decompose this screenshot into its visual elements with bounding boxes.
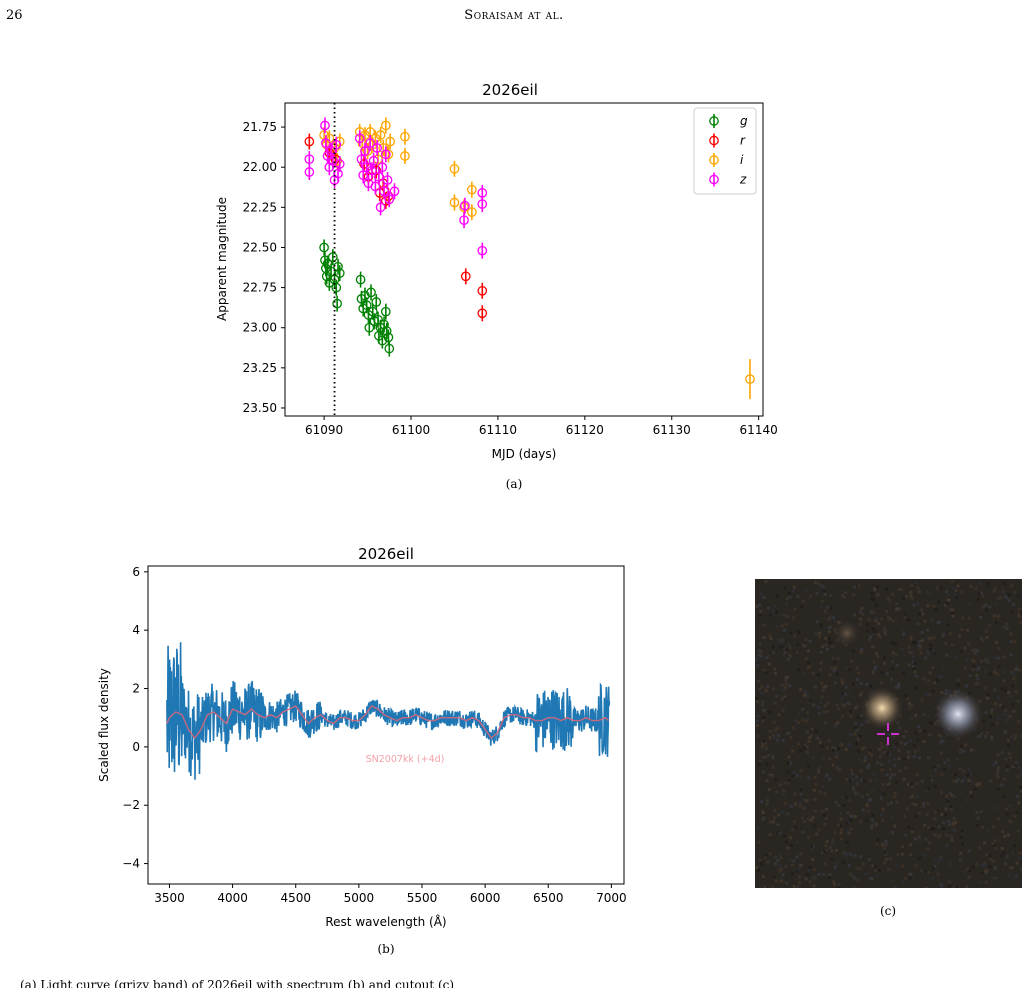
data-point-z xyxy=(460,212,468,228)
host-galaxy-cutout xyxy=(755,579,1022,888)
data-point-g xyxy=(382,304,390,320)
y-tick-label: 4 xyxy=(132,623,140,637)
body-text-fragment: (a) Light curve (grizy band) of 2026eil … xyxy=(0,978,1028,988)
x-tick-label: 61120 xyxy=(566,423,604,437)
data-point-i xyxy=(401,129,409,145)
data-point-i xyxy=(401,148,409,164)
legend-label: g xyxy=(740,114,748,128)
x-axis-label: MJD (days) xyxy=(492,447,557,461)
plot-frame xyxy=(285,103,763,416)
data-point-z xyxy=(376,199,384,215)
y-tick-label: 22.50 xyxy=(243,240,277,254)
host-galaxy xyxy=(860,686,904,730)
data-point-g xyxy=(333,296,341,312)
data-point-i xyxy=(450,161,458,177)
data-point-r xyxy=(305,134,313,150)
spectrum-chart: 2026eil 3500 4000 4500 5000 5500 6000 6500 7000… xyxy=(0,540,700,960)
x-axis-label: Rest wavelength (Å) xyxy=(325,914,446,929)
caption-a: (a) xyxy=(474,477,554,491)
y-tick-label: −4 xyxy=(122,857,140,871)
data-point-z xyxy=(390,183,398,199)
y-tick-label: 22.75 xyxy=(243,281,277,295)
data-point-i xyxy=(468,182,476,198)
y-tick-label: 23.50 xyxy=(243,401,277,415)
data-point-i xyxy=(746,359,754,399)
x-tick-label: 6000 xyxy=(470,891,501,905)
x-tick-label: 61090 xyxy=(305,423,343,437)
y-axis-label: Scaled flux density xyxy=(97,668,111,782)
x-tick-label: 5000 xyxy=(344,891,375,905)
y-axis-label: Apparent magnitude xyxy=(215,197,229,321)
chart-title: 2026eil xyxy=(482,81,538,99)
data-point-z xyxy=(305,164,313,180)
y-tick-label: 22.25 xyxy=(243,200,277,214)
neighbor-galaxy xyxy=(932,688,984,740)
y-tick-label: 6 xyxy=(132,565,140,579)
y-tick-label: 21.75 xyxy=(243,120,277,134)
data-point-r xyxy=(478,305,486,321)
data-point-g xyxy=(320,239,328,255)
light-curve-chart: 2026eil 61090 61100 61110 61120 61130 61140 21… xyxy=(0,0,1028,480)
chart-title: 2026eil xyxy=(358,545,414,563)
y-tick-label: 0 xyxy=(132,740,140,754)
caption-c: (c) xyxy=(848,904,928,918)
x-tick-label: 61110 xyxy=(479,423,517,437)
data-point-r xyxy=(462,268,470,284)
x-tick-label: 3500 xyxy=(154,891,185,905)
x-tick-label: 7000 xyxy=(596,891,627,905)
x-tick-label: 61130 xyxy=(653,423,691,437)
template-annotation: SN2007kk (+4d) xyxy=(366,754,445,765)
legend: griz xyxy=(694,108,756,194)
data-point-r xyxy=(478,283,486,299)
y-tick-label: 22.00 xyxy=(243,160,277,174)
x-tick-label: 4500 xyxy=(280,891,311,905)
caption-b: (b) xyxy=(346,942,426,956)
data-point-g xyxy=(356,272,364,288)
data-point-g xyxy=(365,320,373,336)
legend-label: z xyxy=(739,173,747,187)
data-point-i xyxy=(450,195,458,211)
y-tick-label: 23.25 xyxy=(243,361,277,375)
x-tick-label: 5500 xyxy=(407,891,438,905)
x-tick-label: 6500 xyxy=(533,891,564,905)
x-tick-label: 61140 xyxy=(740,423,778,437)
data-point-z xyxy=(478,243,486,259)
y-tick-label: 23.00 xyxy=(243,321,277,335)
data-point-z xyxy=(478,196,486,212)
y-tick-label: −2 xyxy=(122,798,140,812)
x-tick-label: 61100 xyxy=(392,423,430,437)
x-tick-label: 4000 xyxy=(217,891,248,905)
faint-source xyxy=(833,619,861,647)
y-tick-label: 2 xyxy=(132,682,140,696)
